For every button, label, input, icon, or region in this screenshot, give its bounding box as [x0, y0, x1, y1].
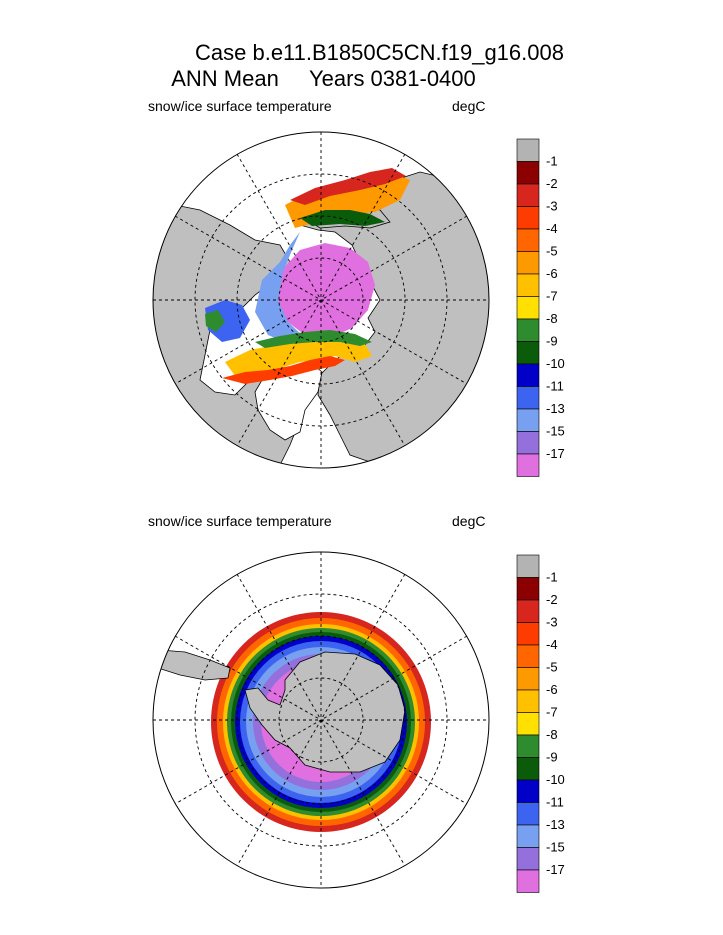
south-colorbar-box: [516, 599, 540, 623]
south-colorbar-box: [516, 847, 540, 871]
north-colorbar-label: -17: [546, 446, 565, 461]
north-grid: [153, 132, 489, 468]
south-colorbar-box: [516, 824, 540, 848]
south-colorbar-label: -11: [546, 795, 564, 810]
north-colorbar-label: -9: [546, 334, 558, 349]
figure-title-line2: ANN Mean Years 0381-0400: [171, 66, 476, 91]
atlantic-ice-band: [225, 338, 372, 380]
south-colorbar-label: -3: [546, 615, 558, 630]
south-colorbar-box: [516, 667, 540, 691]
north-colorbar-label: -13: [546, 401, 565, 416]
north-colorbar-box: [516, 408, 540, 432]
south-colorbar-box: [516, 734, 540, 758]
south-colorbar-box: [516, 577, 540, 601]
north-colorbar-box: [516, 161, 540, 185]
north-colorbar-box: [516, 138, 540, 162]
south-colorbar-label: -4: [546, 637, 558, 652]
south-colorbar-box: [516, 644, 540, 668]
north-colorbar-label: -15: [546, 424, 565, 439]
north-variable-label: snow/ice surface temperature: [148, 98, 332, 114]
south-map-border: [152, 551, 490, 889]
south-colorbar-label: -17: [546, 862, 565, 877]
north-colorbar-box: [516, 251, 540, 275]
north-polar-map: [152, 131, 490, 469]
north-colorbar-label: -10: [546, 356, 565, 371]
arctic-ice-core: [275, 243, 375, 338]
north-colorbar-box: [516, 431, 540, 455]
north-colorbar-box: [516, 386, 540, 410]
north-map-border: [152, 131, 490, 469]
north-colorbar-box: [516, 273, 540, 297]
south-variable-label: snow/ice surface temperature: [148, 513, 332, 529]
south-colorbar-label: -5: [546, 660, 558, 675]
north-colorbar-label: -1: [546, 154, 558, 169]
atlantic-ice-band-red: [222, 356, 345, 384]
north-colorbar-box: [516, 183, 540, 207]
north-colorbar-box: [516, 363, 540, 387]
north-colorbar: -1 -2 -3 -4 -5 -6 -7 -8 -9 -10 -11 -13 -15 -17: [516, 138, 565, 477]
south-colorbar: -1 -2 -3 -4 -5 -6 -7 -8 -9 -10 -11 -13 -15 -17: [516, 554, 565, 893]
south-colorbar-box: [516, 689, 540, 713]
north-colorbar-box: [516, 341, 540, 365]
south-colorbar-box: [516, 869, 540, 893]
arctic-ice-margin-blue: [255, 232, 305, 345]
south-colorbar-label: -8: [546, 727, 558, 742]
north-colorbar-label: -2: [546, 176, 558, 191]
south-colorbar-box: [516, 622, 540, 646]
south-colorbar-label: -15: [546, 840, 565, 855]
south-colorbar-box: [516, 554, 540, 578]
south-colorbar-box: [516, 712, 540, 736]
figure-title-line1: Case b.e11.B1850C5CN.f19_g16.008: [195, 40, 564, 65]
north-colorbar-label: -3: [546, 199, 558, 214]
bering-ice-band-red: [290, 168, 406, 205]
south-colorbar-box: [516, 779, 540, 803]
atlantic-ice-band-green: [255, 330, 372, 348]
north-colorbar-label: -7: [546, 289, 558, 304]
north-colorbar-label: -4: [546, 221, 558, 236]
north-colorbar-box: [516, 296, 540, 320]
south-colorbar-label: -6: [546, 682, 558, 697]
south-units-label: degC: [452, 513, 486, 529]
north-units-label: degC: [452, 98, 486, 114]
north-colorbar-box: [516, 228, 540, 252]
south-polar-map: [152, 551, 490, 889]
south-grid: [153, 552, 489, 888]
south-colorbar-label: -2: [546, 592, 558, 607]
north-colorbar-box: [516, 318, 540, 342]
south-colorbar-label: -13: [546, 817, 565, 832]
north-colorbar-label: -8: [546, 311, 558, 326]
south-colorbar-label: -1: [546, 570, 558, 585]
hudson-bay-ice-green: [205, 310, 225, 332]
south-colorbar-label: -9: [546, 750, 558, 765]
north-colorbar-box: [516, 453, 540, 477]
north-colorbar-label: -6: [546, 266, 558, 281]
north-colorbar-label: -11: [546, 379, 564, 394]
south-america-tip-land: [157, 649, 231, 681]
north-colorbar-box: [516, 206, 540, 230]
south-colorbar-label: -10: [546, 772, 565, 787]
south-colorbar-box: [516, 757, 540, 781]
south-colorbar-box: [516, 802, 540, 826]
north-colorbar-label: -5: [546, 244, 558, 259]
south-colorbar-label: -7: [546, 705, 558, 720]
